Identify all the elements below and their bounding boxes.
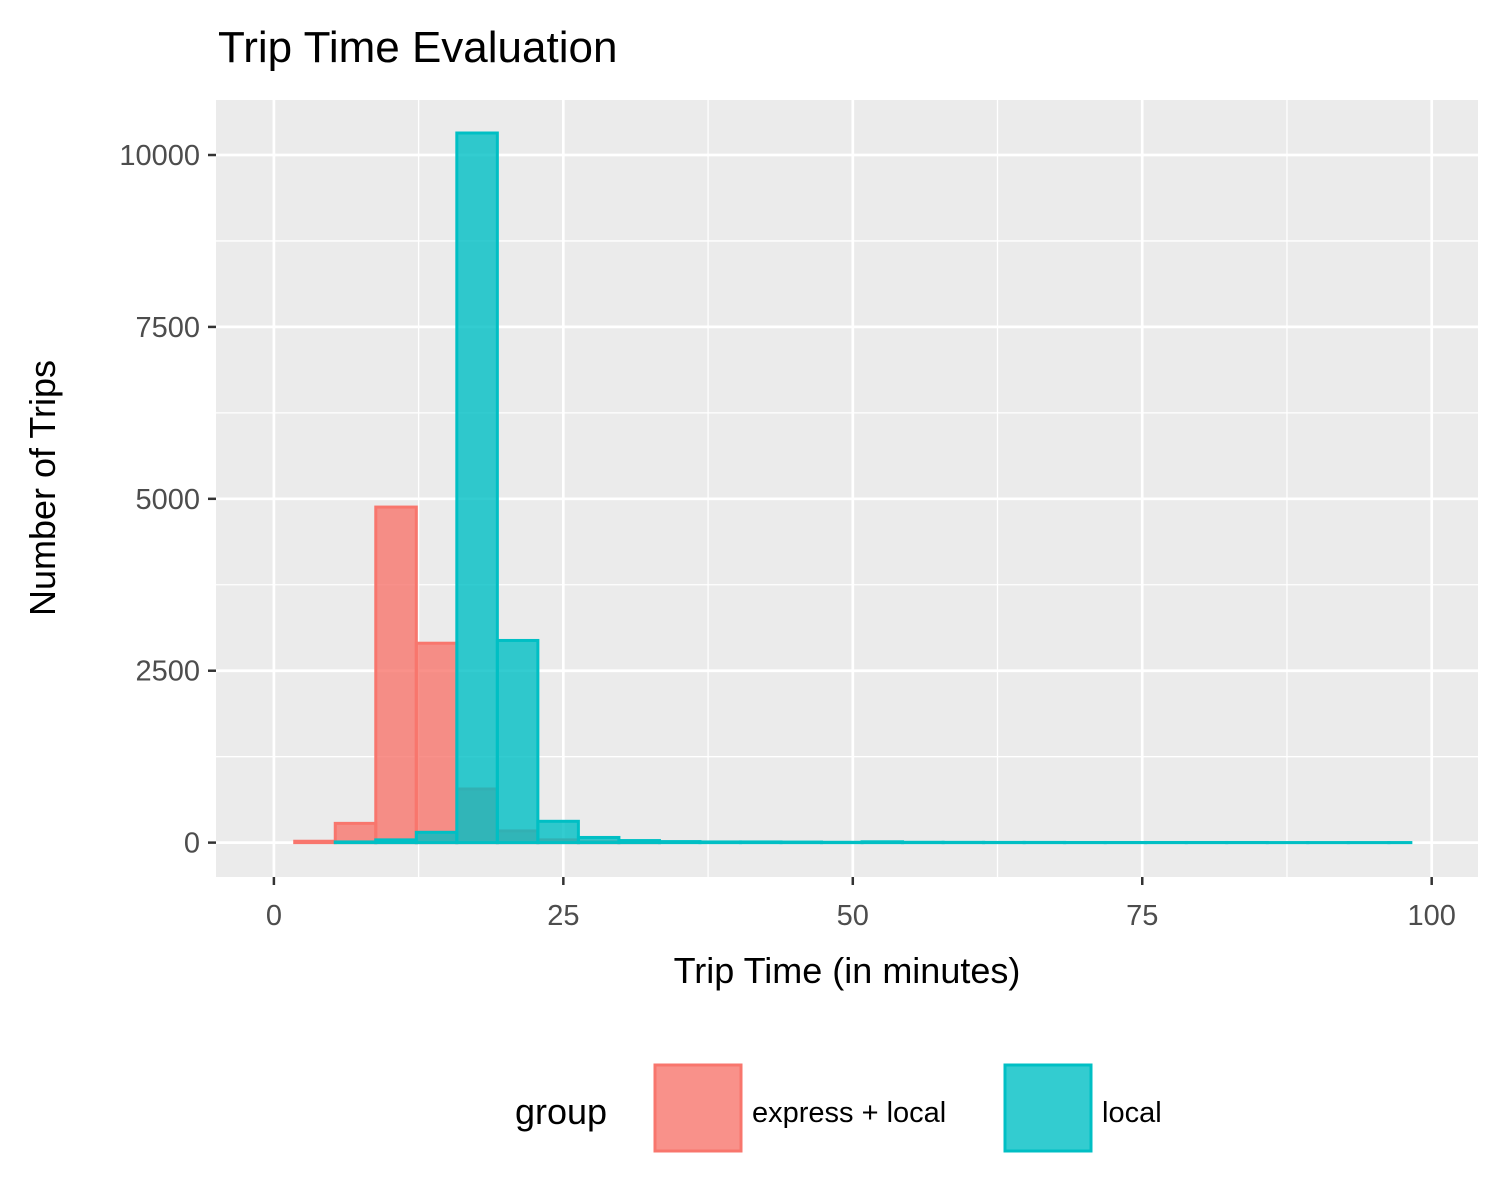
y-tick-label: 0 bbox=[184, 828, 200, 860]
bar-local bbox=[738, 840, 783, 845]
legend-label-express-local: express + local bbox=[752, 1097, 946, 1129]
bar-express-local bbox=[374, 505, 418, 845]
x-axis-title: Trip Time (in minutes) bbox=[674, 950, 1021, 991]
histogram-bars bbox=[293, 131, 1413, 845]
legend-key-local bbox=[1003, 1063, 1093, 1153]
bar-local bbox=[576, 835, 621, 845]
bar-local bbox=[374, 838, 418, 845]
bar-local bbox=[698, 840, 742, 845]
bar-express-local bbox=[333, 821, 378, 845]
legend-title: group bbox=[515, 1091, 607, 1132]
y-tick-label: 5000 bbox=[135, 484, 200, 516]
bar-express-local bbox=[414, 641, 459, 845]
bar-local bbox=[333, 840, 378, 845]
x-tick-label: 25 bbox=[547, 900, 579, 932]
bar-local bbox=[455, 131, 499, 845]
y-tick-label: 10000 bbox=[119, 140, 200, 172]
bar-local bbox=[414, 830, 459, 845]
bar-local bbox=[536, 819, 580, 845]
axes: 0 25 50 75 100 0 2500 5000 7500 10000 bbox=[119, 140, 1456, 932]
x-tick-label: 50 bbox=[837, 900, 869, 932]
y-tick-label: 7500 bbox=[135, 312, 200, 344]
bar-local bbox=[495, 638, 540, 845]
bar-local bbox=[617, 839, 661, 845]
x-tick-label: 0 bbox=[266, 900, 282, 932]
bar-local bbox=[860, 840, 905, 845]
bar-local bbox=[779, 840, 824, 845]
bar-express-local bbox=[293, 839, 337, 845]
y-tick-label: 2500 bbox=[135, 656, 200, 688]
legend-key-express-local bbox=[653, 1063, 743, 1153]
bar-local bbox=[657, 840, 702, 845]
legend: group express + local local bbox=[515, 1063, 1162, 1153]
x-tick-label: 100 bbox=[1407, 900, 1455, 932]
x-tick-label: 75 bbox=[1126, 900, 1158, 932]
y-axis-title: Number of Trips bbox=[22, 360, 63, 616]
legend-label-local: local bbox=[1102, 1097, 1162, 1129]
chart-title: Trip Time Evaluation bbox=[218, 23, 617, 72]
